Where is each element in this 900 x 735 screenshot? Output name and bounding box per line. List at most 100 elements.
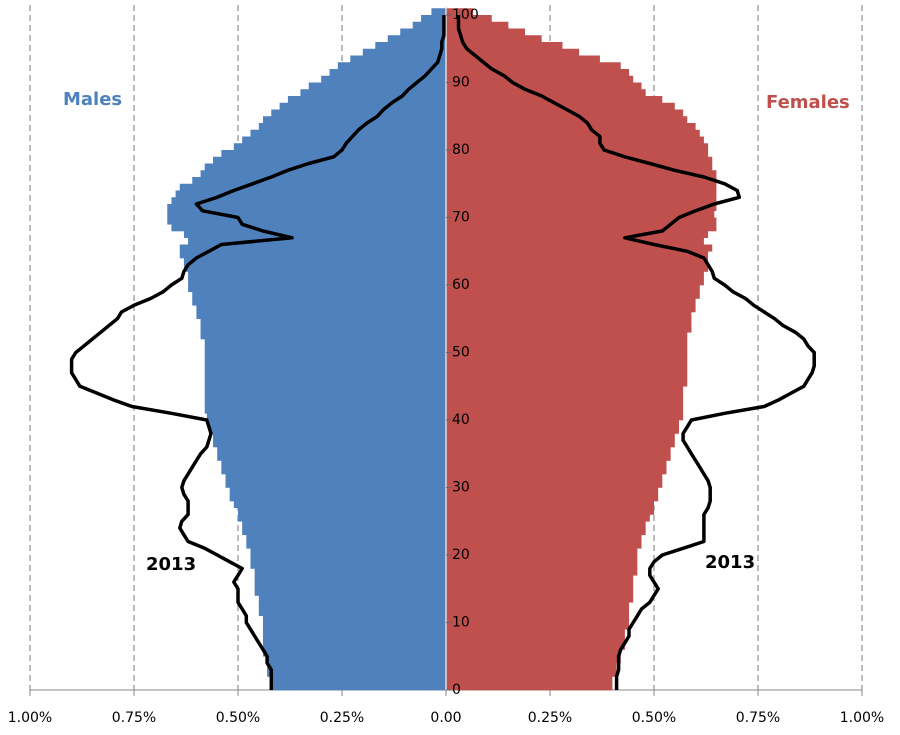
bar (446, 305, 696, 313)
bar (188, 237, 446, 245)
bar (446, 89, 646, 97)
bar (446, 372, 688, 380)
bar (400, 28, 446, 36)
bar (337, 62, 446, 70)
bar (321, 75, 446, 83)
bar (229, 494, 446, 502)
bar (446, 15, 492, 23)
bar (446, 75, 634, 83)
bar (188, 278, 446, 286)
bar (206, 413, 446, 421)
bar (446, 426, 679, 434)
bar (213, 433, 446, 441)
bar (446, 237, 704, 245)
bar (213, 156, 446, 164)
bar (204, 393, 446, 401)
bar (446, 447, 671, 455)
bar (446, 28, 526, 36)
bar (446, 21, 509, 29)
bar (229, 487, 446, 495)
x-tick-label: 0.25% (320, 710, 364, 726)
bar (250, 129, 446, 137)
bar (200, 325, 446, 333)
bar (446, 35, 542, 43)
bar (446, 494, 659, 502)
bar (267, 656, 446, 664)
males-label: Males (63, 89, 122, 110)
bar (446, 406, 684, 414)
bar (446, 541, 642, 549)
bar (446, 204, 717, 212)
bar (233, 143, 446, 151)
bar (446, 352, 688, 360)
bar (175, 190, 446, 198)
y-tick-label: 60 (452, 277, 470, 293)
bar (350, 55, 446, 63)
bar (262, 615, 446, 623)
bar (446, 568, 638, 576)
bar (200, 318, 446, 326)
x-tick-label: 0.75% (736, 710, 780, 726)
bar (446, 467, 667, 475)
bar (250, 555, 446, 563)
bar (446, 507, 654, 515)
bar (362, 48, 446, 56)
bar (446, 345, 688, 353)
bar (446, 656, 621, 664)
bar (446, 136, 704, 144)
bar (246, 534, 446, 542)
bar (446, 197, 717, 205)
bar (271, 676, 446, 684)
bar (258, 123, 446, 131)
bar (446, 561, 638, 569)
bar (308, 82, 446, 90)
bar (262, 636, 446, 644)
bar (258, 602, 446, 610)
x-tick-label: 1.00% (8, 710, 52, 726)
x-tick-label: 1.00% (840, 710, 884, 726)
bar (446, 676, 613, 684)
y-tick-label: 100 (452, 7, 479, 23)
bar (221, 150, 446, 158)
bar (446, 48, 580, 56)
bar (446, 420, 679, 428)
bar (204, 386, 446, 394)
bar (204, 372, 446, 380)
bar (446, 453, 671, 461)
bar (196, 305, 446, 313)
bar (254, 588, 446, 596)
bar (204, 352, 446, 360)
y-tick-label: 0 (452, 682, 461, 698)
bar (446, 177, 717, 185)
females-label: Females (766, 92, 850, 113)
bar (446, 183, 717, 191)
bar (446, 325, 692, 333)
bar (446, 663, 617, 671)
x-tick-label: 0.75% (112, 710, 156, 726)
bar (300, 89, 446, 97)
bar (446, 609, 630, 617)
bar (446, 298, 696, 306)
bar (171, 224, 446, 232)
bar (213, 440, 446, 448)
bar (204, 339, 446, 347)
bar (446, 224, 717, 232)
bar (179, 251, 446, 259)
bar (267, 669, 446, 677)
bar (446, 399, 684, 407)
bar (387, 35, 446, 43)
bar (421, 15, 446, 23)
bar (217, 453, 446, 461)
bar (446, 622, 630, 630)
x-tick-label: 0.50% (216, 710, 260, 726)
bar (446, 386, 684, 394)
bar (446, 129, 700, 137)
bar (446, 649, 621, 657)
bar (204, 163, 446, 171)
bar (446, 190, 717, 198)
x-tick-label: 0.00 (430, 710, 461, 726)
bar (446, 433, 675, 441)
bar (446, 143, 709, 151)
bar (254, 582, 446, 590)
bar (204, 345, 446, 353)
